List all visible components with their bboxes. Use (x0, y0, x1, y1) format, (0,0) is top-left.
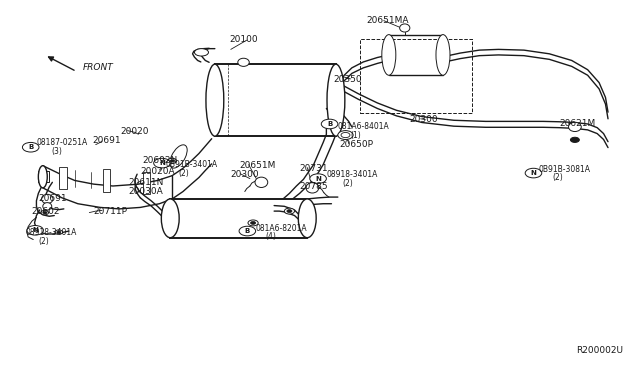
Ellipse shape (42, 194, 53, 203)
Text: 20621M: 20621M (559, 119, 595, 128)
Bar (170, 199, 307, 238)
Text: 20651MA: 20651MA (367, 16, 409, 25)
Circle shape (250, 221, 255, 224)
Text: N: N (315, 176, 321, 182)
Circle shape (525, 168, 541, 178)
Circle shape (22, 142, 39, 152)
Text: 20650P: 20650P (339, 140, 373, 149)
Circle shape (43, 211, 47, 214)
Circle shape (338, 131, 353, 140)
Ellipse shape (255, 177, 268, 187)
Circle shape (321, 119, 338, 129)
Text: R200002U: R200002U (576, 346, 623, 355)
Text: (2): (2) (342, 179, 353, 187)
Text: 20691: 20691 (38, 195, 67, 203)
Circle shape (570, 137, 579, 142)
Text: (2): (2) (552, 173, 563, 182)
Text: 20300: 20300 (231, 170, 259, 179)
Text: (2): (2) (38, 237, 49, 246)
Circle shape (310, 174, 326, 183)
Text: 0B91B-3401A: 0B91B-3401A (166, 160, 218, 170)
Bar (215, 64, 336, 136)
Text: FRONT: FRONT (83, 63, 114, 72)
Text: 20651M: 20651M (239, 161, 275, 170)
Text: 20711P: 20711P (94, 206, 128, 216)
Ellipse shape (38, 166, 47, 188)
Ellipse shape (399, 24, 410, 32)
Text: B: B (244, 228, 250, 234)
Text: (3): (3) (51, 147, 62, 156)
Text: 20785: 20785 (300, 182, 328, 191)
Ellipse shape (306, 183, 319, 193)
Text: 08918-3401A: 08918-3401A (26, 228, 77, 237)
Circle shape (287, 210, 292, 212)
Circle shape (41, 211, 49, 215)
Text: 08187-0251A: 08187-0251A (36, 138, 88, 147)
Text: (2): (2) (179, 169, 189, 178)
Text: N: N (531, 170, 536, 176)
Ellipse shape (195, 49, 209, 56)
Text: 0B91B-3081A: 0B91B-3081A (539, 165, 591, 174)
Text: 081A6-8201A: 081A6-8201A (255, 224, 307, 233)
Text: 20731: 20731 (300, 164, 328, 173)
Bar (102, 169, 110, 192)
Text: N: N (32, 227, 38, 233)
Ellipse shape (238, 58, 249, 66)
Text: B: B (28, 144, 33, 150)
Circle shape (284, 208, 294, 214)
Ellipse shape (43, 203, 52, 210)
Text: 08918-3401A: 08918-3401A (326, 170, 378, 179)
Circle shape (57, 231, 61, 233)
Text: 20611N: 20611N (129, 178, 164, 187)
Text: 20692N: 20692N (143, 155, 178, 165)
Text: 20020: 20020 (120, 127, 149, 136)
Circle shape (341, 132, 350, 138)
Circle shape (248, 220, 258, 226)
Circle shape (239, 226, 255, 236)
Circle shape (27, 225, 44, 235)
Circle shape (55, 230, 63, 234)
Text: N: N (159, 160, 165, 166)
Ellipse shape (568, 122, 581, 132)
Bar (389, 35, 443, 75)
Bar (360, 39, 472, 113)
Text: B: B (327, 121, 332, 127)
Text: 20030A: 20030A (129, 187, 164, 196)
Text: 081A6-8401A: 081A6-8401A (338, 122, 390, 131)
Text: 20300: 20300 (409, 115, 438, 124)
Circle shape (154, 158, 170, 168)
Ellipse shape (327, 64, 345, 136)
Text: (4): (4) (266, 232, 276, 241)
Ellipse shape (161, 199, 179, 238)
Circle shape (170, 160, 174, 162)
Text: 20602: 20602 (31, 207, 60, 217)
Ellipse shape (170, 145, 187, 168)
Bar (60, 167, 67, 189)
Ellipse shape (206, 64, 224, 136)
Text: 20691: 20691 (92, 137, 120, 145)
Text: (1): (1) (351, 131, 362, 140)
Ellipse shape (298, 199, 316, 238)
Text: 20020A: 20020A (140, 167, 175, 176)
Ellipse shape (436, 35, 450, 75)
Bar (38, 171, 49, 182)
Bar (143, 172, 150, 194)
Text: 20100: 20100 (230, 35, 258, 44)
Ellipse shape (382, 35, 396, 75)
Text: 20350: 20350 (333, 75, 362, 84)
Circle shape (168, 158, 177, 163)
